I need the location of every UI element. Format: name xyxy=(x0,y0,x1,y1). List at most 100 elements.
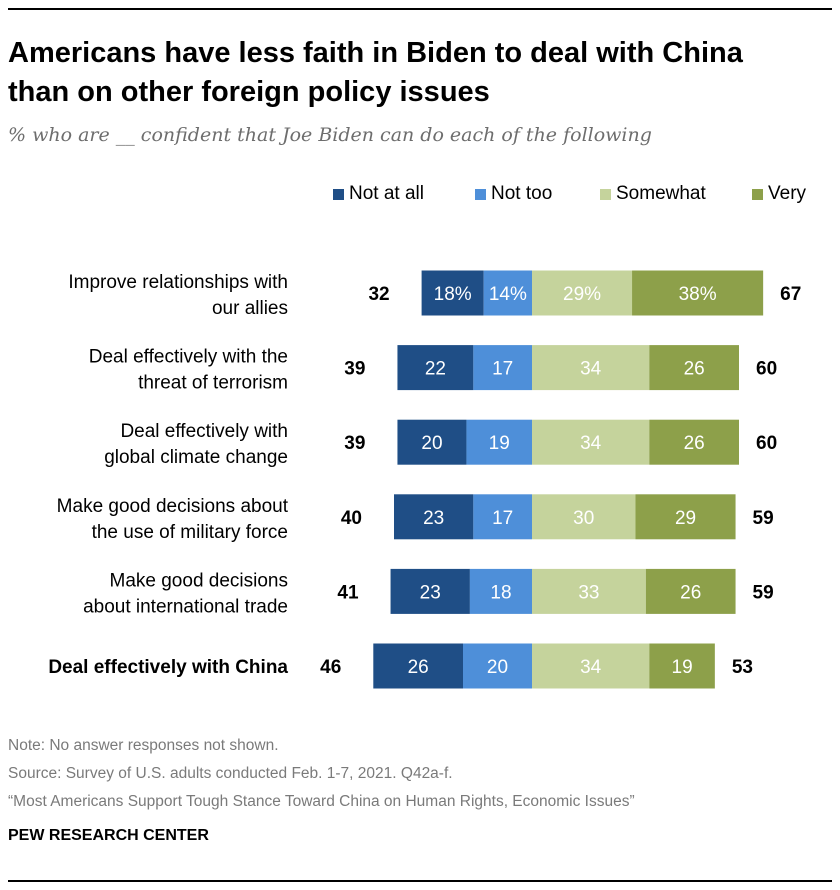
legend-label-not-at-all: Not at all xyxy=(349,183,424,204)
bar-segment-very xyxy=(635,494,736,540)
bar-segment-not-too xyxy=(473,494,532,540)
bar-value-label: 20 xyxy=(421,433,442,454)
category-label-line: the use of military force xyxy=(92,522,288,543)
legend-item-not-too: Not too xyxy=(475,183,552,205)
net-not-confident-label: 46 xyxy=(320,657,341,678)
category-label-line: Improve relationships with xyxy=(68,272,288,293)
bar-value-label: 17 xyxy=(492,359,513,380)
bar-value-label: 18% xyxy=(434,284,472,305)
category-label-line: Deal effectively with China xyxy=(48,657,288,678)
category-label: Make good decisions about international t… xyxy=(83,570,288,617)
net-confident-label: 60 xyxy=(756,359,777,380)
bar-segment-somewhat xyxy=(532,643,650,689)
legend-swatch-somewhat xyxy=(600,188,611,200)
bar-segment-not-too xyxy=(473,345,532,391)
bar-value-label: 26 xyxy=(684,433,705,454)
net-confident-label: 60 xyxy=(756,433,777,454)
bar-segment-not-at-all xyxy=(394,494,474,540)
legend-label-very: Very xyxy=(768,183,807,204)
bar-value-label: 34 xyxy=(580,657,602,678)
legend-item-not-at-all: Not at all xyxy=(333,183,424,205)
net-confident-label: 59 xyxy=(753,508,774,529)
bar-value-label: 26 xyxy=(680,582,701,603)
bar-value-label: 29% xyxy=(563,284,601,305)
bar-segment-very xyxy=(649,419,739,465)
pew-logo-text: PEW RESEARCH CENTER xyxy=(8,827,209,844)
bar-segment-somewhat xyxy=(532,270,633,316)
legend-swatch-very xyxy=(752,188,763,200)
title-line-2: than on other foreign policy issues xyxy=(8,76,490,108)
category-label: Deal effectively with global climate chan… xyxy=(104,421,288,468)
category-label-line: Deal effectively with the xyxy=(89,347,288,368)
footer-note: Note: No answer responses not shown. xyxy=(8,737,279,754)
legend-label-somewhat: Somewhat xyxy=(616,183,706,204)
bar-segment-very xyxy=(645,568,736,614)
bar-segment-not-at-all xyxy=(397,345,474,391)
bar-value-label: 17 xyxy=(492,508,513,529)
bar-segment-somewhat xyxy=(532,419,650,465)
net-confident-label: 59 xyxy=(753,582,774,603)
bar-segment-not-too xyxy=(469,568,532,614)
bar-value-label: 18 xyxy=(490,582,511,603)
net-not-confident-label: 39 xyxy=(344,359,365,380)
bar-segment-not-at-all xyxy=(373,643,463,689)
bar-value-label: 19 xyxy=(489,433,510,454)
bar-segment-very xyxy=(649,643,715,689)
chart-title: Americans have less faith in Biden to de… xyxy=(8,34,828,112)
bar-value-label: 33 xyxy=(578,582,599,603)
bar-segment-very xyxy=(649,345,739,391)
bar-segment-not-too xyxy=(466,419,532,465)
category-label-line: our allies xyxy=(212,298,288,319)
category-label: Improve relationships with our allies xyxy=(68,272,288,319)
bar-value-label: 26 xyxy=(684,359,705,380)
bar-value-label: 23 xyxy=(420,582,441,603)
legend-item-somewhat: Somewhat xyxy=(600,183,706,205)
bar-value-label: 20 xyxy=(487,657,508,678)
top-rule xyxy=(8,8,832,10)
bar-value-label: 34 xyxy=(580,359,602,380)
category-label-line: global climate change xyxy=(104,447,288,468)
bar-segment-somewhat xyxy=(532,494,636,540)
legend-item-very: Very xyxy=(752,183,806,205)
bar-segment-very xyxy=(632,270,764,316)
category-label: Deal effectively with the threat of terro… xyxy=(89,347,288,394)
category-label-line: about international trade xyxy=(83,596,288,617)
bar-value-label: 30 xyxy=(573,508,594,529)
title-line-1: Americans have less faith in Biden to de… xyxy=(8,37,743,69)
bar-value-label: 29 xyxy=(675,508,696,529)
bar-segment-not-at-all xyxy=(390,568,470,614)
category-label-line: Make good decisions about xyxy=(57,496,289,517)
category-label: Make good decisions about the use of mili… xyxy=(57,496,289,543)
net-not-confident-label: 40 xyxy=(341,508,362,529)
bar-segment-not-at-all xyxy=(397,419,467,465)
net-not-confident-label: 32 xyxy=(368,284,389,305)
chart-legend: Not at all Not too Somewhat Very xyxy=(0,183,840,209)
net-confident-label: 67 xyxy=(780,284,801,305)
bar-segment-somewhat xyxy=(532,345,650,391)
bar-segment-not-too xyxy=(463,643,532,689)
bar-value-label: 26 xyxy=(408,657,429,678)
chart-subtitle: % who are __ confident that Joe Biden ca… xyxy=(8,124,652,146)
bar-value-label: 23 xyxy=(423,508,444,529)
category-label: Deal effectively with China xyxy=(48,657,288,678)
bar-segment-not-too xyxy=(483,270,532,316)
bar-value-label: 22 xyxy=(425,359,446,380)
category-label-line: threat of terrorism xyxy=(138,373,288,394)
legend-swatch-not-at-all xyxy=(333,188,344,200)
bar-value-label: 38% xyxy=(679,284,717,305)
net-not-confident-label: 39 xyxy=(344,433,365,454)
net-confident-label: 53 xyxy=(732,657,753,678)
bar-value-label: 14% xyxy=(489,284,527,305)
category-label-line: Deal effectively with xyxy=(120,421,288,442)
bar-value-label: 34 xyxy=(580,433,602,454)
bar-segment-not-at-all xyxy=(421,270,484,316)
category-label-line: Make good decisions xyxy=(110,570,289,591)
net-not-confident-label: 41 xyxy=(337,582,359,603)
footer-report: “Most Americans Support Tough Stance Tow… xyxy=(8,793,635,810)
footer-source: Source: Survey of U.S. adults conducted … xyxy=(8,765,453,782)
legend-swatch-not-too xyxy=(475,188,486,200)
legend-label-not-too: Not too xyxy=(491,183,553,204)
bottom-rule xyxy=(8,880,832,882)
bar-segment-somewhat xyxy=(532,568,646,614)
